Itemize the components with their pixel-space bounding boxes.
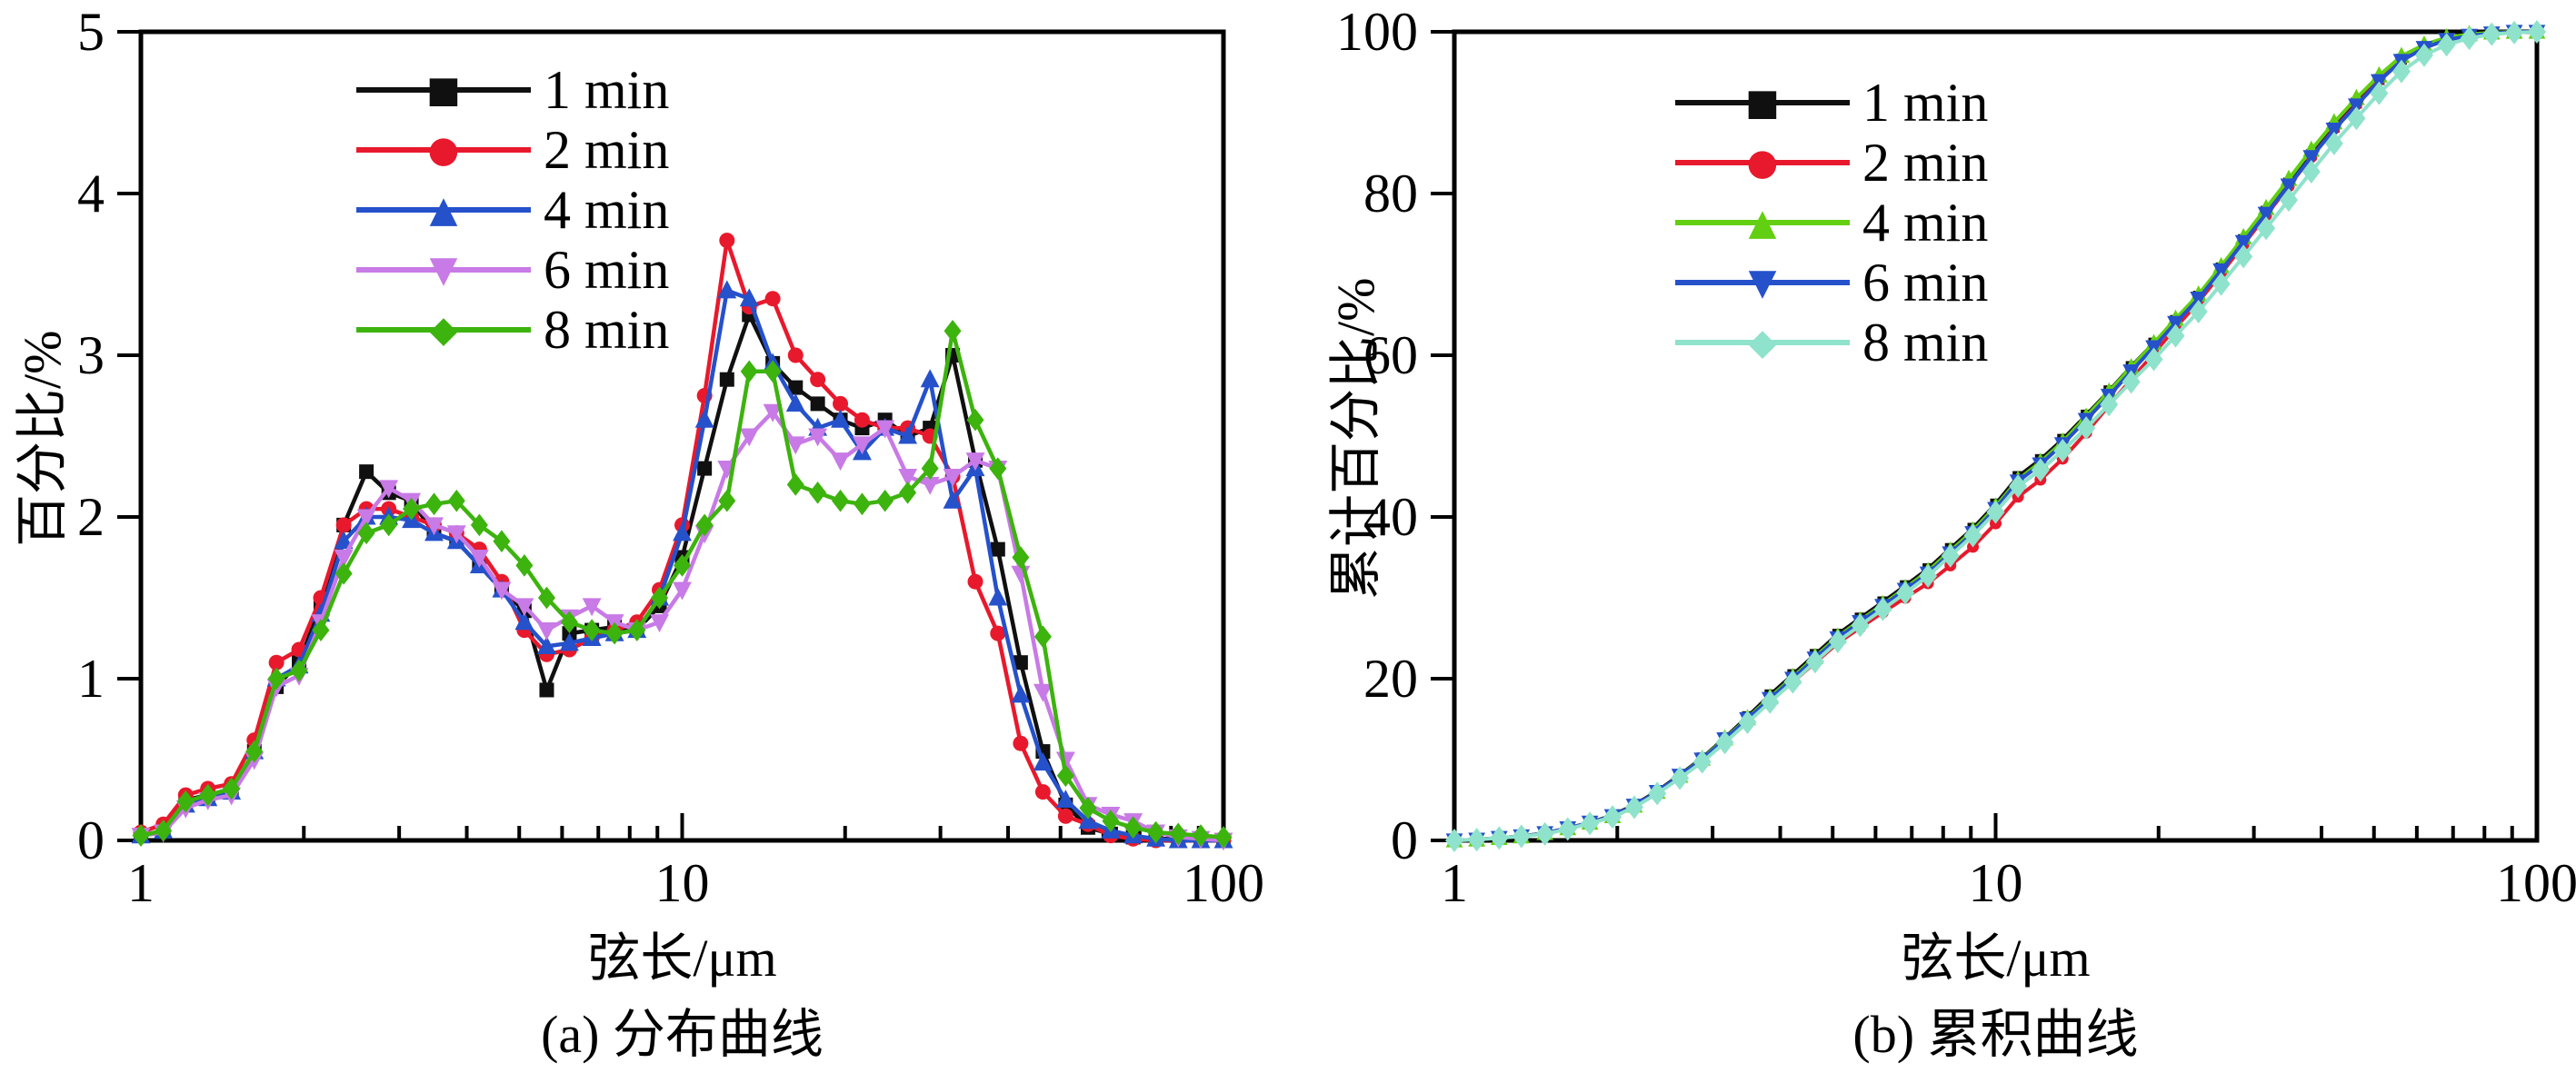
legend-line-1-min: ■	[356, 72, 531, 108]
x-tick-label: 1	[127, 853, 155, 913]
legend-line-1-min: ■	[1675, 84, 1850, 121]
y-tick-label: 2	[77, 487, 105, 547]
legend-label: 2 min	[1862, 133, 1989, 193]
legend-item-6-min: ▼ 6 min	[1675, 253, 1988, 313]
legend-item-4-min: ▲ 4 min	[1675, 193, 1988, 253]
y-tick-label: 4	[77, 164, 105, 224]
panel-b-y-axis-title: 累计百分比/%	[1326, 277, 1386, 601]
legend-line-4-min: ▲	[1675, 204, 1850, 241]
y-tick-label: 0	[77, 810, 105, 870]
x-tick-label: 100	[2496, 853, 2576, 913]
legend-item-2-min: ● 2 min	[356, 120, 669, 180]
legend-item-2-min: ● 2 min	[1675, 133, 1988, 193]
series-line-6-min	[1453, 30, 2539, 842]
x-tick-label: 100	[1183, 853, 1264, 913]
series-line-4-min	[1453, 30, 2539, 842]
panel-a-x-axis-title: 弦长/μm	[587, 929, 777, 988]
y-tick-label: 100	[1336, 2, 1418, 62]
legend-item-8-min: ◆ 8 min	[356, 300, 669, 360]
series-line-8-min	[1453, 30, 2539, 842]
y-tick-label: 60	[1363, 325, 1418, 385]
legend-line-4-min: ▲	[356, 192, 531, 228]
legend-item-6-min: ▼ 6 min	[356, 240, 669, 300]
legend-label: 6 min	[544, 240, 670, 300]
panel-b-legend: ■ 1 min ● 2 min ▲ 4 min ▼ 6 min ◆ 8 min	[1675, 73, 1988, 373]
y-tick-label: 5	[77, 2, 105, 62]
y-tick-label: 20	[1363, 649, 1418, 709]
panel-b-caption: (b) 累积曲线	[1852, 1005, 2139, 1064]
x-tick-label: 10	[1968, 853, 2023, 913]
legend-line-2-min: ●	[1675, 144, 1850, 181]
panel-a-y-axis-title: 百分比/%	[13, 330, 73, 548]
legend-item-8-min: ◆ 8 min	[1675, 313, 1988, 373]
legend-label: 1 min	[544, 60, 670, 120]
y-tick-label: 0	[1391, 810, 1418, 870]
series-line-1-min	[1453, 30, 2539, 842]
legend-label: 1 min	[1862, 73, 1989, 133]
y-tick-label: 40	[1363, 487, 1418, 547]
legend-item-4-min: ▲ 4 min	[356, 180, 669, 240]
legend-line-8-min: ◆	[1675, 324, 1850, 361]
legend-line-8-min: ◆	[356, 312, 531, 348]
legend-item-1-min: ■ 1 min	[356, 60, 669, 120]
panel-a-legend: ■ 1 min ● 2 min ▲ 4 min ▼ 6 min ◆ 8 min	[356, 60, 669, 360]
x-tick-label: 10	[654, 853, 710, 913]
legend-line-2-min: ●	[356, 132, 531, 168]
legend-label: 8 min	[544, 300, 670, 360]
legend-label: 8 min	[1862, 313, 1989, 373]
series-line-2-min	[1453, 30, 2539, 842]
panel-a-caption: (a) 分布曲线	[541, 1005, 824, 1064]
legend-label: 4 min	[544, 180, 670, 240]
legend-label: 6 min	[1862, 253, 1989, 313]
legend-label: 4 min	[1862, 193, 1989, 253]
y-tick-label: 1	[77, 649, 105, 709]
panel-b-x-axis-title: 弦长/μm	[1901, 929, 2091, 988]
y-tick-label: 80	[1363, 164, 1418, 224]
legend-line-6-min: ▼	[1675, 264, 1850, 301]
series-line-1-min	[138, 313, 1226, 843]
legend-label: 2 min	[544, 120, 670, 180]
legend-item-1-min: ■ 1 min	[1675, 73, 1988, 133]
y-tick-label: 3	[77, 325, 105, 385]
legend-line-6-min: ▼	[356, 252, 531, 288]
x-tick-label: 1	[1441, 853, 1468, 913]
